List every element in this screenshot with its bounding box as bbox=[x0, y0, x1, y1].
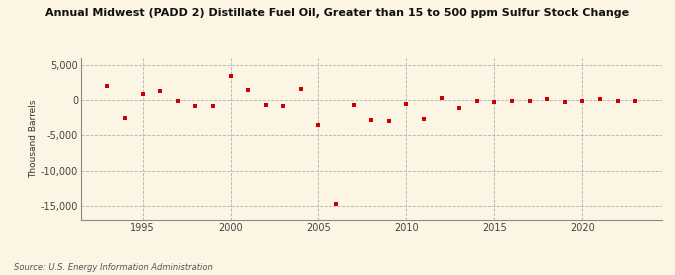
Point bbox=[454, 106, 464, 110]
Point bbox=[190, 103, 200, 108]
Point bbox=[401, 101, 412, 106]
Point bbox=[172, 99, 183, 104]
Point bbox=[418, 117, 429, 121]
Point bbox=[137, 92, 148, 96]
Point bbox=[471, 99, 482, 104]
Y-axis label: Thousand Barrels: Thousand Barrels bbox=[29, 100, 38, 178]
Point bbox=[225, 74, 236, 78]
Text: Annual Midwest (PADD 2) Distillate Fuel Oil, Greater than 15 to 500 ppm Sulfur S: Annual Midwest (PADD 2) Distillate Fuel … bbox=[45, 8, 630, 18]
Point bbox=[577, 98, 588, 103]
Point bbox=[348, 103, 359, 107]
Point bbox=[524, 99, 535, 104]
Point bbox=[560, 100, 570, 104]
Point bbox=[366, 118, 377, 122]
Text: Source: U.S. Energy Information Administration: Source: U.S. Energy Information Administ… bbox=[14, 263, 212, 272]
Point bbox=[612, 99, 623, 104]
Point bbox=[207, 103, 218, 108]
Point bbox=[278, 103, 289, 108]
Point bbox=[296, 87, 306, 92]
Point bbox=[155, 89, 165, 93]
Point bbox=[243, 88, 254, 92]
Point bbox=[595, 97, 605, 101]
Point bbox=[331, 202, 342, 207]
Point bbox=[630, 98, 641, 103]
Point bbox=[261, 103, 271, 107]
Point bbox=[542, 97, 553, 101]
Point bbox=[102, 84, 113, 88]
Point bbox=[506, 98, 517, 103]
Point bbox=[119, 116, 130, 120]
Point bbox=[436, 96, 447, 100]
Point bbox=[383, 119, 394, 123]
Point bbox=[489, 100, 500, 104]
Point bbox=[313, 123, 324, 127]
